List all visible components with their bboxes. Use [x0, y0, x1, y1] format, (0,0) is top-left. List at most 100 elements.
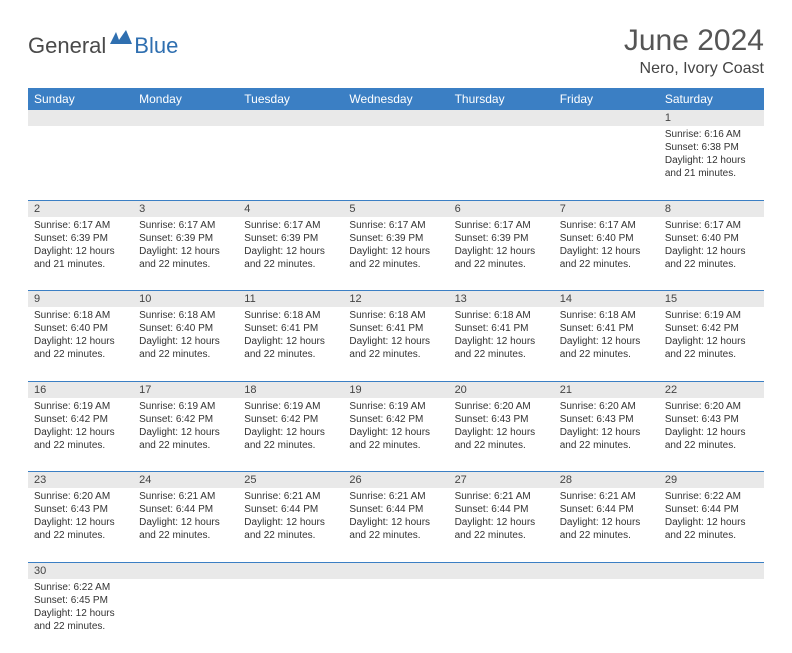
- day-number-row: 23242526272829: [28, 472, 764, 489]
- day-cell: [554, 579, 659, 653]
- day2-text: and 22 minutes.: [244, 258, 337, 271]
- day1-text: Daylight: 12 hours: [244, 245, 337, 258]
- day-number: [554, 562, 659, 579]
- day-number: 8: [659, 200, 764, 217]
- sunrise-text: Sunrise: 6:17 AM: [349, 219, 442, 232]
- sunrise-text: Sunrise: 6:18 AM: [455, 309, 548, 322]
- day2-text: and 22 minutes.: [455, 439, 548, 452]
- flag-icon: [110, 30, 132, 51]
- day1-text: Daylight: 12 hours: [139, 335, 232, 348]
- sunrise-text: Sunrise: 6:20 AM: [560, 400, 653, 413]
- day-details: Sunrise: 6:17 AMSunset: 6:39 PMDaylight:…: [133, 217, 238, 275]
- day-cell: [449, 126, 554, 200]
- day-number: 19: [343, 381, 448, 398]
- week-row: Sunrise: 6:17 AM Sunset: 6:39 PM Daylight:…: [28, 217, 764, 291]
- day1-text: Daylight: 12 hours: [455, 335, 548, 348]
- day2-text: and 22 minutes.: [665, 348, 758, 361]
- week-row: Sunrise: 6:19 AMSunset: 6:42 PMDaylight:…: [28, 398, 764, 472]
- day-cell: Sunrise: 6:18 AMSunset: 6:41 PMDaylight:…: [238, 307, 343, 381]
- sunset-text: Sunset: 6:42 PM: [34, 413, 127, 426]
- day-cell: Sunrise: 6:17 AMSunset: 6:40 PMDaylight:…: [554, 217, 659, 291]
- day-details: Sunrise: 6:20 AMSunset: 6:43 PMDaylight:…: [659, 398, 764, 456]
- day2-text: and 22 minutes.: [244, 439, 337, 452]
- day-cell: Sunrise: 6:22 AMSunset: 6:45 PMDaylight:…: [28, 579, 133, 653]
- day-number: 26: [343, 472, 448, 489]
- sunrise-text: Sunrise: 6:17 AM: [455, 219, 548, 232]
- day2-text: and 22 minutes.: [349, 348, 442, 361]
- day-number: 13: [449, 291, 554, 308]
- day2-text: and 22 minutes.: [244, 529, 337, 542]
- day2-text: and 21 minutes.: [34, 258, 127, 271]
- day1-text: Daylight: 12 hours: [560, 426, 653, 439]
- day2-text: and 22 minutes.: [34, 439, 127, 452]
- day-number: 18: [238, 381, 343, 398]
- day-number: 6: [449, 200, 554, 217]
- day-cell: Sunrise: 6:20 AMSunset: 6:43 PMDaylight:…: [449, 398, 554, 472]
- day1-text: Daylight: 12 hours: [665, 245, 758, 258]
- day2-text: and 21 minutes.: [665, 167, 758, 180]
- day2-text: and 22 minutes.: [665, 439, 758, 452]
- day-number: [28, 110, 133, 126]
- day-number: [659, 562, 764, 579]
- sunrise-text: Sunrise: 6:17 AM: [560, 219, 653, 232]
- day-details: Sunrise: 6:22 AMSunset: 6:44 PMDaylight:…: [659, 488, 764, 546]
- sunset-text: Sunset: 6:44 PM: [665, 503, 758, 516]
- sunset-text: Sunset: 6:44 PM: [139, 503, 232, 516]
- sunset-text: Sunset: 6:40 PM: [139, 322, 232, 335]
- day-cell: [28, 126, 133, 200]
- day-details: Sunrise: 6:16 AMSunset: 6:38 PMDaylight:…: [659, 126, 764, 184]
- weekday-header: Thursday: [449, 88, 554, 110]
- day-details: Sunrise: 6:21 AMSunset: 6:44 PMDaylight:…: [343, 488, 448, 546]
- day2-text: and 22 minutes.: [455, 258, 548, 271]
- sunset-text: Sunset: 6:41 PM: [349, 322, 442, 335]
- day-number: 14: [554, 291, 659, 308]
- day-cell: Sunrise: 6:21 AMSunset: 6:44 PMDaylight:…: [238, 488, 343, 562]
- day-number: 28: [554, 472, 659, 489]
- weekday-header: Wednesday: [343, 88, 448, 110]
- day-cell: Sunrise: 6:17 AMSunset: 6:39 PMDaylight:…: [133, 217, 238, 291]
- day1-text: Daylight: 12 hours: [34, 516, 127, 529]
- sunset-text: Sunset: 6:40 PM: [34, 322, 127, 335]
- sunrise-text: Sunrise: 6:21 AM: [139, 490, 232, 503]
- day-cell: Sunrise: 6:19 AMSunset: 6:42 PMDaylight:…: [343, 398, 448, 472]
- day1-text: Daylight: 12 hours: [244, 426, 337, 439]
- day-number: 22: [659, 381, 764, 398]
- sunrise-text: Sunrise: 6:21 AM: [244, 490, 337, 503]
- day-details: Sunrise: 6:18 AMSunset: 6:41 PMDaylight:…: [554, 307, 659, 365]
- day-number: 7: [554, 200, 659, 217]
- day-details: Sunrise: 6:21 AMSunset: 6:44 PMDaylight:…: [554, 488, 659, 546]
- day1-text: Daylight: 12 hours: [139, 516, 232, 529]
- day-cell: Sunrise: 6:22 AMSunset: 6:44 PMDaylight:…: [659, 488, 764, 562]
- sunrise-text: Sunrise: 6:17 AM: [244, 219, 337, 232]
- day-number: [554, 110, 659, 126]
- sunset-text: Sunset: 6:39 PM: [34, 232, 127, 245]
- sunset-text: Sunset: 6:43 PM: [455, 413, 548, 426]
- weekday-header: Saturday: [659, 88, 764, 110]
- day-cell: [659, 579, 764, 653]
- calendar-table: Sunday Monday Tuesday Wednesday Thursday…: [28, 88, 764, 653]
- day-details: Sunrise: 6:21 AMSunset: 6:44 PMDaylight:…: [449, 488, 554, 546]
- day-cell: Sunrise: 6:20 AMSunset: 6:43 PMDaylight:…: [554, 398, 659, 472]
- day-details: Sunrise: 6:19 AMSunset: 6:42 PMDaylight:…: [28, 398, 133, 456]
- day-number: 25: [238, 472, 343, 489]
- sunrise-text: Sunrise: 6:18 AM: [349, 309, 442, 322]
- day-cell: Sunrise: 6:16 AMSunset: 6:38 PMDaylight:…: [659, 126, 764, 200]
- day2-text: and 22 minutes.: [560, 439, 653, 452]
- day-cell: Sunrise: 6:21 AMSunset: 6:44 PMDaylight:…: [133, 488, 238, 562]
- day2-text: and 22 minutes.: [34, 529, 127, 542]
- day-number: 5: [343, 200, 448, 217]
- day-cell: Sunrise: 6:19 AMSunset: 6:42 PMDaylight:…: [133, 398, 238, 472]
- day-details: Sunrise: 6:20 AMSunset: 6:43 PMDaylight:…: [28, 488, 133, 546]
- day-cell: [554, 126, 659, 200]
- day-cell: [343, 579, 448, 653]
- day2-text: and 22 minutes.: [139, 529, 232, 542]
- logo: General Blue: [28, 30, 178, 61]
- day1-text: Daylight: 12 hours: [665, 516, 758, 529]
- day-number: [343, 110, 448, 126]
- day-cell: Sunrise: 6:17 AMSunset: 6:39 PMDaylight:…: [343, 217, 448, 291]
- day-number: 4: [238, 200, 343, 217]
- day-cell: [133, 126, 238, 200]
- day-number: 24: [133, 472, 238, 489]
- day1-text: Daylight: 12 hours: [349, 516, 442, 529]
- day1-text: Daylight: 12 hours: [34, 335, 127, 348]
